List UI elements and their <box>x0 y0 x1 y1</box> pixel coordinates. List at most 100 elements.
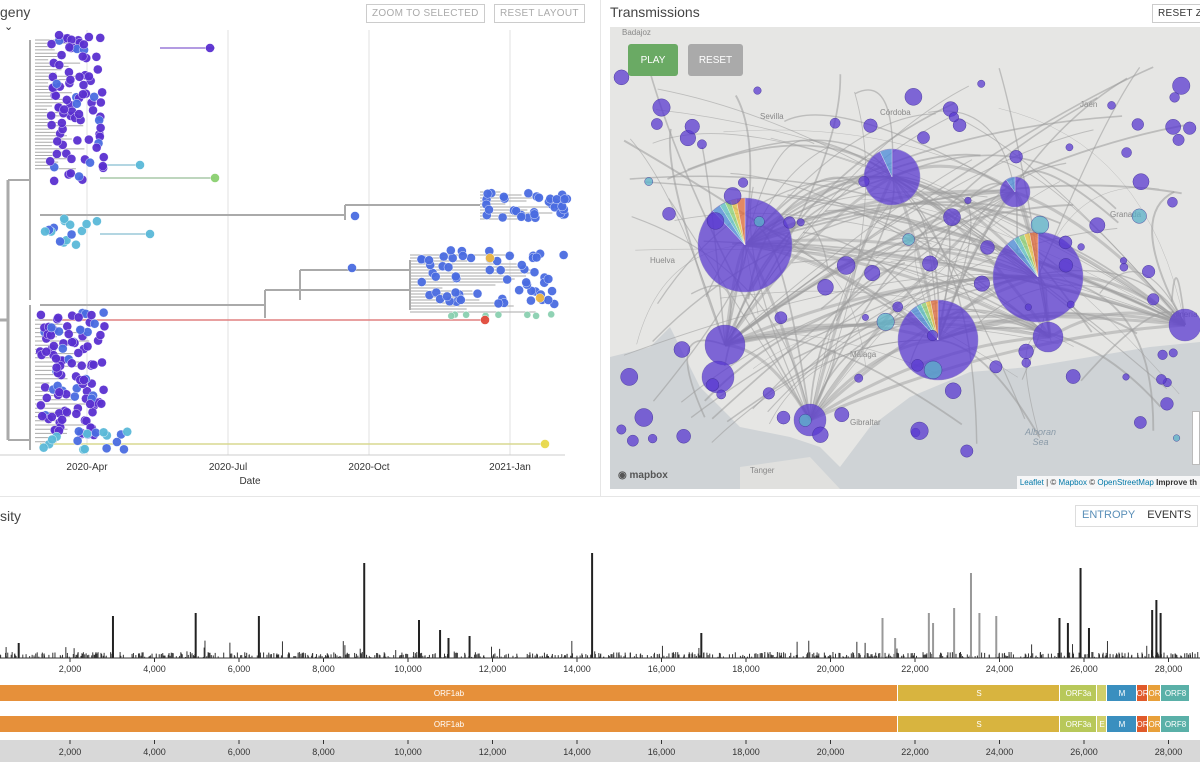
place-label: Sevilla <box>760 112 784 121</box>
tree-tip <box>482 189 493 199</box>
phylogeny-tree[interactable]: 2020-Apr 2020-Jul 2020-Oct 2021-Jan Date <box>0 0 600 496</box>
gene-block-s <box>898 716 1059 732</box>
gene-map-upper[interactable]: ORF1ab S ORF3a M OR OR ORF8 <box>0 685 1189 701</box>
tree-tip <box>36 400 46 411</box>
transmission-map[interactable]: Badajoz Sevilla Granada Málaga Gibraltar Tang… <box>610 27 1200 489</box>
tree-tip <box>74 109 84 119</box>
tree-tip <box>534 193 544 203</box>
tree-tip <box>502 274 512 285</box>
location-circle <box>1058 258 1073 273</box>
location-circle <box>1172 133 1185 146</box>
location-circle <box>673 341 691 358</box>
tree-tip <box>99 321 110 332</box>
tree-tip <box>74 72 85 82</box>
tree-tip <box>516 212 527 222</box>
section-divider <box>0 496 1200 497</box>
tree-tip <box>543 274 554 284</box>
tree-tip <box>543 295 553 305</box>
tree-tip <box>78 51 88 62</box>
entropy-chart[interactable]: 2,000 4,000 6,000 8,000 10,000 12,000 14,000 16… <box>0 528 1200 778</box>
attribution-separator: | © <box>1046 478 1057 487</box>
tree-tip <box>535 293 545 303</box>
tab-entropy[interactable]: ENTROPY <box>1082 509 1136 521</box>
tree-tip <box>96 97 106 108</box>
north-africa-land <box>740 457 840 489</box>
tree-tip <box>72 99 82 109</box>
location-circle <box>917 131 930 144</box>
tree-tip <box>79 375 89 385</box>
date-axis: 2020-Apr 2020-Jul 2020-Oct 2021-Jan Date <box>66 462 530 487</box>
tab-events[interactable]: EVENTS <box>1147 509 1192 521</box>
location-circle <box>834 407 850 422</box>
tree-tip <box>59 104 69 115</box>
tree-tip <box>547 286 557 296</box>
sea-label-line2: Sea <box>1032 437 1049 447</box>
location-circle <box>1030 215 1050 235</box>
position-tick-label: 4,000 <box>143 747 166 757</box>
location-circle <box>927 330 939 342</box>
position-tick-label: 14,000 <box>563 664 591 674</box>
gene-block-orf6 <box>1137 685 1147 701</box>
position-tick-label: 18,000 <box>732 664 760 674</box>
transmission-arc <box>808 190 1016 421</box>
leaflet-link[interactable]: Leaflet <box>1019 478 1044 487</box>
gene-map-lower[interactable]: ORF1ab S ORF3a E M OR OR ORF8 <box>0 716 1189 732</box>
location-circle <box>651 118 663 130</box>
tree-tip <box>523 188 534 198</box>
position-tick-label: 18,000 <box>732 747 760 757</box>
location-circle <box>1147 293 1160 306</box>
reset-zoom-button[interactable]: RESET Z <box>1152 4 1200 23</box>
gene-block-orf7 <box>1148 685 1160 701</box>
place-label: Córdoba <box>880 108 911 117</box>
tree-tip <box>480 315 490 325</box>
location-circle <box>1119 257 1127 265</box>
gene-block-m <box>1107 685 1136 701</box>
position-tick-label: 8,000 <box>312 747 335 757</box>
gene-label: ORF8 <box>1165 689 1187 698</box>
mapbox-link[interactable]: Mapbox <box>1058 478 1087 487</box>
location-circle <box>960 444 974 458</box>
tree-tip <box>87 407 98 417</box>
transmission-arc <box>1014 190 1187 326</box>
location-circle <box>652 98 671 117</box>
tree-tip <box>67 358 77 368</box>
improve-link[interactable]: Improve th <box>1156 478 1197 487</box>
tree-tip <box>51 91 61 101</box>
tree-tips[interactable] <box>35 30 572 455</box>
tree-tip <box>49 341 59 351</box>
gene-label: ORF1ab <box>434 689 465 698</box>
location-circle <box>1156 374 1167 385</box>
location-circle <box>716 389 727 400</box>
location-circle <box>1173 434 1181 442</box>
tree-tip <box>442 291 452 302</box>
position-tick-label: 16,000 <box>648 664 676 674</box>
location-circle <box>911 359 924 372</box>
tree-tip <box>456 295 466 305</box>
tree-tip <box>347 263 357 273</box>
mapbox-logo[interactable]: ◉ mapbox <box>618 470 668 481</box>
zoom-to-selected-button[interactable]: ZOOM TO SELECTED <box>366 4 485 23</box>
tree-tip <box>72 135 83 146</box>
tree-tip <box>66 154 77 164</box>
tree-tip <box>46 110 56 121</box>
map-zoom-control[interactable] <box>1192 411 1200 465</box>
reset-animation-button[interactable]: RESET <box>688 44 743 76</box>
osm-link[interactable]: OpenStreetMap <box>1097 478 1154 487</box>
chevron-down-icon[interactable]: ⌄ <box>4 21 14 33</box>
tree-tip <box>51 362 62 373</box>
play-button[interactable]: PLAY <box>628 44 678 76</box>
location-circle <box>627 434 639 447</box>
position-tick-label: 24,000 <box>986 747 1014 757</box>
pie-slice <box>1033 322 1063 352</box>
date-gridlines <box>0 30 565 456</box>
position-axis-band <box>0 740 1200 762</box>
transmission-arc <box>752 191 1016 410</box>
tree-tip <box>95 123 106 133</box>
reset-layout-button[interactable]: RESET LAYOUT <box>494 4 585 23</box>
tree-tip <box>74 426 84 437</box>
tree-tip <box>495 265 506 275</box>
place-label: Huelva <box>650 256 675 265</box>
tree-tip <box>514 285 524 295</box>
location-circles[interactable] <box>613 69 1200 458</box>
tree-tip <box>82 429 92 439</box>
